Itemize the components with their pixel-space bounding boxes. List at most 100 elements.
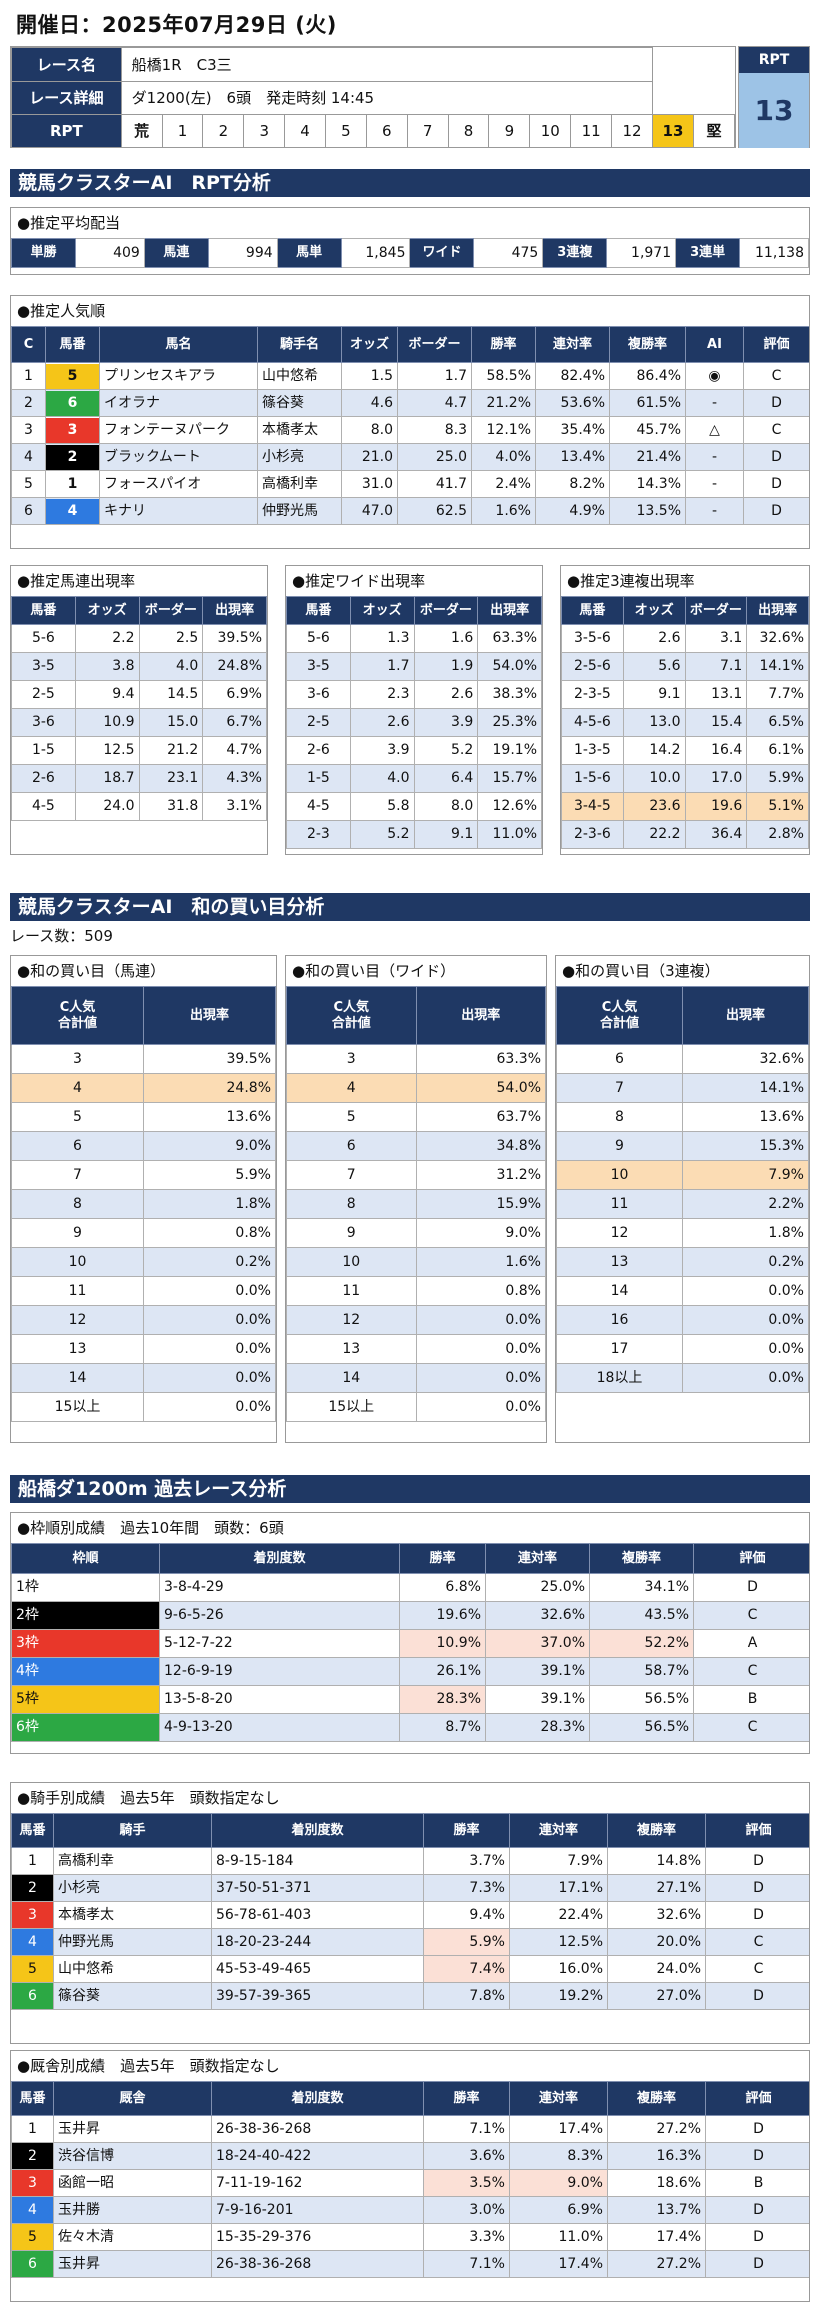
wa-cell: 14 (286, 1363, 417, 1393)
wa-cell: 6 (11, 1131, 144, 1161)
pop-name: フォースパイオ (99, 470, 258, 498)
avg-payout-title: ●推定平均配当 (17, 214, 121, 232)
pop-ren: 53.6% (535, 389, 610, 417)
combo-cell: 2-5-6 (561, 652, 624, 681)
wa-cell: 14 (11, 1363, 144, 1393)
wa-row: 8 13.6% (556, 1102, 809, 1132)
stable-row: 4 玉井勝 7-9-16-201 3.0% 6.9% 13.7% D (11, 2196, 809, 2224)
wa-row: 11 0.8% (286, 1276, 546, 1306)
popularity-row: 5 1 フォースパイオ 高橋利幸 31.0 41.7 2.4% 8.2% 14.3% - D (11, 470, 809, 498)
popularity-table: C 馬番 馬名 騎手名 オッズ ボーダー 勝率 連対率 複勝率 AI 評価 1 5 プリンセスキアラ 山中… (11, 326, 809, 525)
scale-6: 6 (365, 114, 408, 148)
wa-row: 13 0.0% (11, 1334, 276, 1364)
combo-title-1: ●推定ワイド出現率 (292, 572, 426, 590)
wa-cell: 5.9% (143, 1160, 276, 1190)
wa-row: 6 34.8% (286, 1131, 546, 1161)
jockey-record: 39-57-39-365 (211, 1982, 424, 2010)
combo-cell: 2-3-6 (561, 820, 624, 849)
stable-record: 18-24-40-422 (211, 2142, 424, 2170)
race-detail-label: レース詳細 (11, 81, 122, 115)
popularity-row: 3 3 フォンテーヌパーク 本橋孝太 8.0 8.3 12.1% 35.4% 45.7% △ C (11, 416, 809, 444)
waku-eval: B (693, 1685, 809, 1714)
waku-header-4: 複勝率 (589, 1543, 694, 1574)
wa-cell: 4 (11, 1073, 144, 1103)
wa-row: 18以上 0.0% (556, 1363, 809, 1393)
combo-header: 出現率 (746, 596, 809, 625)
combo-cell: 5.8 (349, 792, 415, 821)
stable-name: 佐々木清 (53, 2223, 212, 2251)
pop-border: 4.7 (397, 389, 472, 417)
wa-cell: 11 (11, 1276, 144, 1306)
pop-header-2: 馬名 (99, 326, 258, 363)
section-wa: 競馬クラスターAI 和の買い目分析 (10, 893, 810, 921)
combo-cell: 19.6 (684, 792, 748, 821)
combo-row: 2-6 18.7 23.1 4.3% (11, 764, 267, 793)
waku-record: 13-5-8-20 (159, 1685, 400, 1714)
jockey-win: 3.7% (423, 1847, 510, 1875)
wa-cell: 6 (556, 1044, 683, 1074)
avg-value-4: 1,971 (606, 238, 677, 268)
jockey-fuku: 20.0% (607, 1928, 706, 1956)
stable-ren: 6.9% (509, 2196, 608, 2224)
avg-label-5: 3連単 (675, 238, 741, 268)
jockey-number: 1 (11, 1847, 54, 1875)
jockey-header-2: 着別度数 (211, 1813, 424, 1848)
combo-cell: 54.0% (477, 652, 542, 681)
jockey-fuku: 24.0% (607, 1955, 706, 1983)
wa-cell: 14.1% (682, 1073, 809, 1103)
combo-row: 2-6 3.9 5.2 19.1% (286, 736, 542, 765)
waku-record: 4-9-13-20 (159, 1713, 400, 1742)
stable-header-3: 勝率 (423, 2081, 510, 2116)
stable-name: 渋谷信博 (53, 2142, 212, 2170)
wa-cell: 0.0% (415, 1363, 546, 1393)
pop-ai: - (685, 389, 744, 417)
wa-cell: 9.0% (415, 1218, 546, 1248)
waku-label: 6枠 (11, 1713, 160, 1742)
pop-c: 1 (11, 362, 46, 390)
stable-record: 7-11-19-162 (211, 2169, 424, 2197)
combo-cell: 4.0 (349, 764, 415, 793)
combo-cell: 2.6 (413, 680, 479, 709)
combo-row: 3-4-5 23.6 19.6 5.1% (561, 792, 809, 821)
wa-title-0: ●和の買い目（馬連） (17, 962, 166, 980)
combo-cell: 32.6% (746, 624, 809, 653)
combo-cell: 2-5 (11, 680, 76, 709)
race-detail: ダ1200(左) 6頭 発走時刻 14:45 (120, 81, 654, 115)
combo-cell: 3-6 (286, 680, 351, 709)
combo-header: オッズ (622, 596, 686, 625)
waku-fuku: 43.5% (589, 1601, 694, 1630)
race-info: レース名 船橋1R C3三 レース詳細 ダ1200(左) 6頭 発走時刻 14:… (10, 46, 736, 148)
combo-cell: 10.9 (74, 708, 140, 737)
wa-cell: 0.0% (682, 1276, 809, 1306)
waku-header-2: 勝率 (399, 1543, 486, 1574)
waku-row: 3枠 5-12-7-22 10.9% 37.0% 52.2% A (11, 1629, 809, 1658)
wa-row: 14 0.0% (286, 1363, 546, 1393)
jockey-fuku: 32.6% (607, 1901, 706, 1929)
wa-cell: 13 (286, 1334, 417, 1364)
horse-number-cell: 2 (45, 443, 100, 471)
combo-cell: 3.9 (413, 708, 479, 737)
stable-header-0: 馬番 (11, 2081, 54, 2116)
waku-label: 3枠 (11, 1629, 160, 1658)
combo-cell: 4.0 (138, 652, 204, 681)
waku-fuku: 52.2% (589, 1629, 694, 1658)
combo-cell: 1.9 (413, 652, 479, 681)
combo-cell: 13.0 (622, 708, 686, 737)
wa-cell: 15以上 (11, 1392, 144, 1422)
wa-card-2: ●和の買い目（3連複） C人気 合計値 出現率 6 32.6% 7 14.1% 8 13.6% 9… (555, 955, 810, 1443)
wa-cell: 13 (11, 1334, 144, 1364)
waku-ren: 25.0% (485, 1573, 590, 1602)
waku-row: 1枠 3-8-4-29 6.8% 25.0% 34.1% D (11, 1573, 809, 1602)
stable-record: 7-9-16-201 (211, 2196, 424, 2224)
stable-number: 3 (11, 2169, 54, 2197)
pop-c: 3 (11, 416, 46, 444)
pop-jockey: 小杉亮 (257, 443, 342, 471)
scale-11: 11 (570, 114, 613, 148)
waku-label: 5枠 (11, 1685, 160, 1714)
combo-row: 1-5 12.5 21.2 4.7% (11, 736, 267, 765)
wa-table-1: C人気 合計値 出現率 3 63.3% 4 54.0% 5 63.7% 6 34.8% 7 31.2%… (286, 986, 546, 1422)
horse-number-badge: 1 (46, 471, 99, 497)
pop-ai: ◉ (685, 362, 744, 390)
wa-row: 3 39.5% (11, 1044, 276, 1074)
jockey-win: 5.9% (423, 1928, 510, 1956)
